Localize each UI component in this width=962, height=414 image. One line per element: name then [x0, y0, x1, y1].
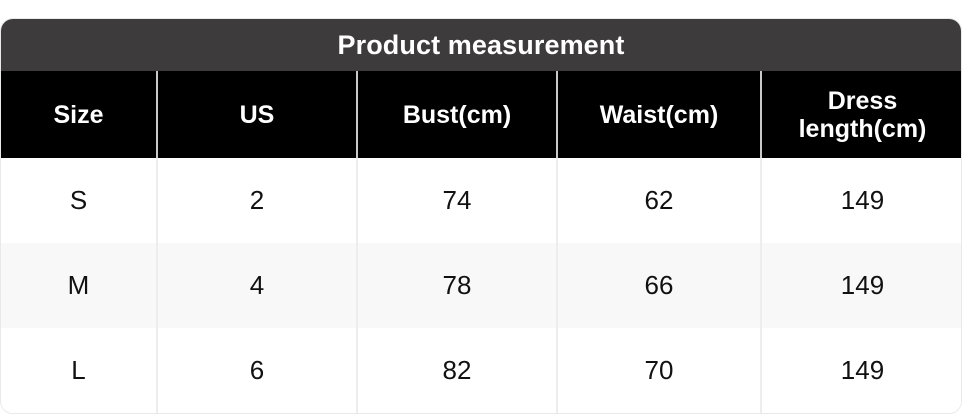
cell-dress-length: 149	[840, 185, 885, 216]
cell-size: L	[1, 328, 158, 413]
cell-dress-length: 149	[840, 270, 885, 301]
measurement-table: Size US Bust(cm) Waist(cm) Dress length(…	[1, 71, 961, 413]
cell-bust: 82	[357, 328, 558, 413]
table-header-row: Size US Bust(cm) Waist(cm) Dress length(…	[1, 71, 961, 158]
cell-us: 4	[157, 243, 358, 328]
cell-us: 2	[157, 158, 358, 243]
cell-size: M	[1, 243, 158, 328]
table-body: S 2 74 62 149 M 4 78 66 149 L 6 82 70 14…	[1, 158, 961, 413]
table-row: S 2 74 62 149	[1, 158, 961, 243]
column-header-size: Size	[1, 71, 158, 158]
cell-waist: 70	[557, 328, 762, 413]
column-header-us: US	[157, 71, 358, 158]
cell-us: 6	[157, 328, 358, 413]
product-measurement-card: Product measurement Size US Bust(cm) Wai…	[0, 18, 962, 414]
cell-dress-length: 149	[840, 355, 885, 386]
cell-bust: 78	[357, 243, 558, 328]
table-header: Size US Bust(cm) Waist(cm) Dress length(…	[1, 71, 961, 158]
cell-waist: 66	[557, 243, 762, 328]
cell-waist: 62	[557, 158, 762, 243]
card-title: Product measurement	[1, 19, 961, 71]
column-header-bust: Bust(cm)	[357, 71, 558, 158]
column-header-dress-length: Dress length(cm)	[798, 86, 927, 143]
cell-size: S	[1, 158, 158, 243]
table-row: L 6 82 70 149	[1, 328, 961, 413]
table-row: M 4 78 66 149	[1, 243, 961, 328]
column-header-waist: Waist(cm)	[557, 71, 762, 158]
cell-bust: 74	[357, 158, 558, 243]
